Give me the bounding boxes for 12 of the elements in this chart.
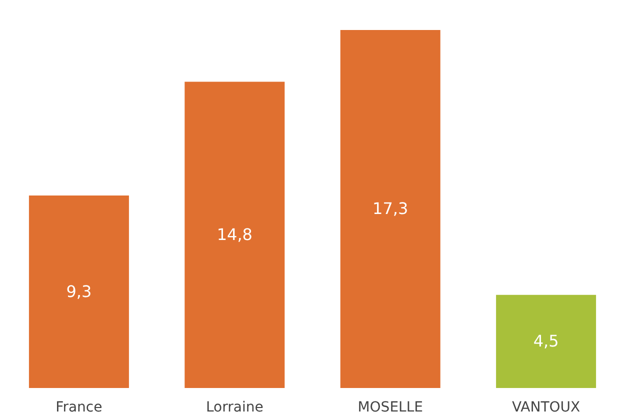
bar xyxy=(496,294,596,388)
data-label: 4,5 xyxy=(533,331,559,350)
data-label: 17,3 xyxy=(372,199,408,218)
bar xyxy=(184,82,285,388)
bar xyxy=(28,196,129,388)
x-tick-label: France xyxy=(56,400,102,416)
x-tick-label: Lorraine xyxy=(206,400,264,416)
x-tick-label: MOSELLE xyxy=(358,400,423,416)
bar xyxy=(340,30,440,388)
data-label: 9,3 xyxy=(66,282,92,301)
x-tick-label: VANTOUX xyxy=(512,400,581,416)
data-label: 14,8 xyxy=(216,224,252,244)
